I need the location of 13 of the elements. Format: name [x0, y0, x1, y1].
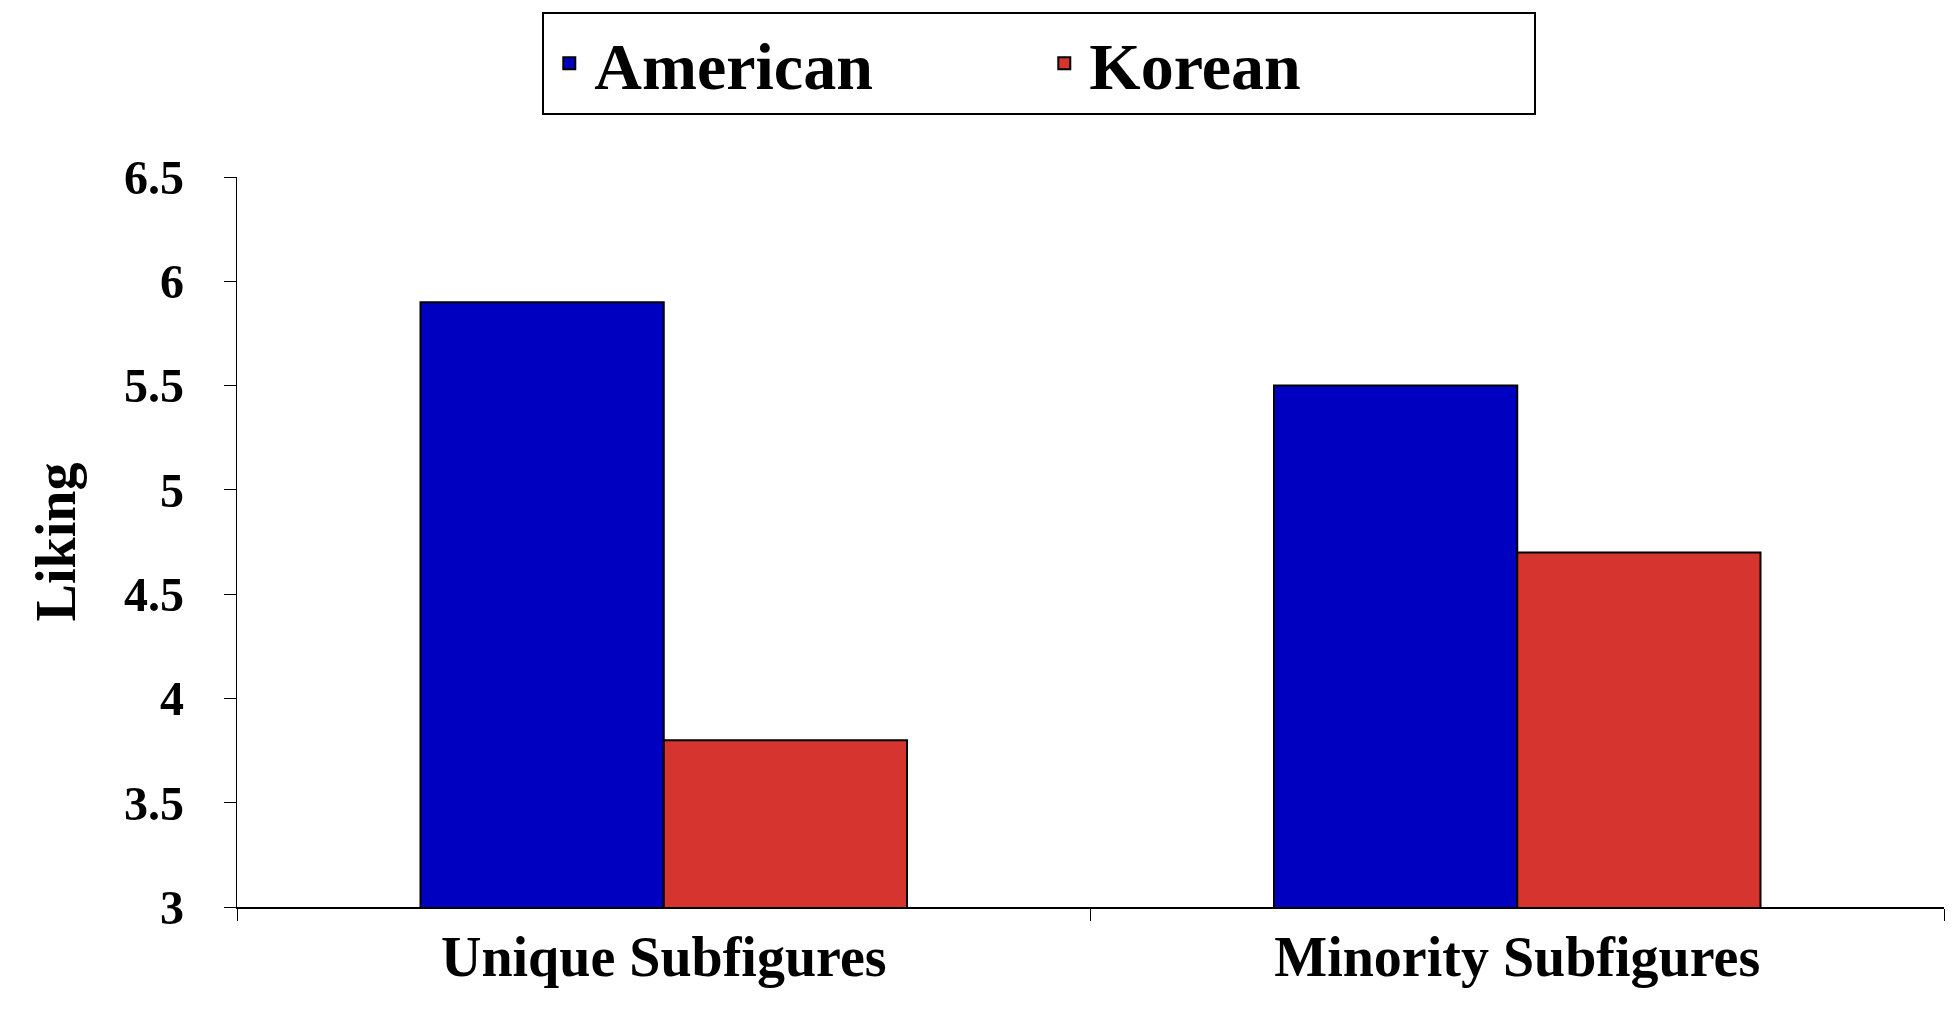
x-tick-label: Unique Subfigures — [440, 925, 887, 988]
y-tick-label: 5 — [159, 463, 184, 517]
y-tick-label: 3.5 — [123, 776, 184, 830]
y-tick-label: 6 — [159, 255, 184, 309]
y-tick-label: 4 — [159, 672, 184, 726]
y-axis-title: Liking — [25, 462, 88, 622]
y-tick-label: 5.5 — [123, 359, 184, 413]
y-tick-label: 3 — [159, 880, 184, 934]
y-tick-label: 4.5 — [123, 567, 184, 621]
legend-label: Korean — [1089, 30, 1301, 104]
x-tick-label: Minority Subfigures — [1274, 925, 1761, 988]
y-tick-label: 6.5 — [123, 150, 184, 204]
legend-label: American — [594, 30, 873, 104]
